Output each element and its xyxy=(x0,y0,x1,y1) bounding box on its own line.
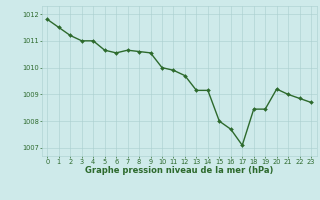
X-axis label: Graphe pression niveau de la mer (hPa): Graphe pression niveau de la mer (hPa) xyxy=(85,166,273,175)
